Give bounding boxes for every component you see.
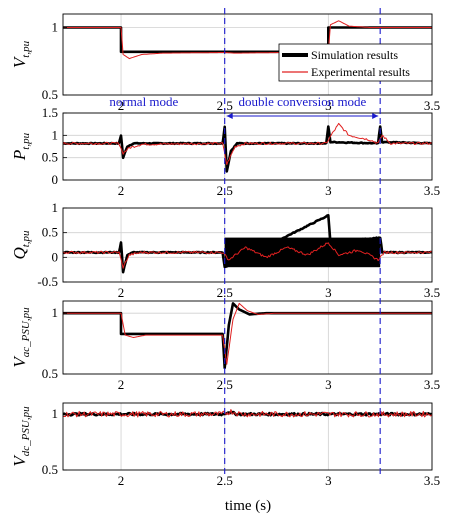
x-tick-label: 2 <box>118 183 125 198</box>
x-tick-label: 3.5 <box>424 377 440 392</box>
y-tick-label: 0 <box>52 172 59 187</box>
x-tick-label: 3 <box>325 98 332 113</box>
arrow-head-left <box>226 113 233 119</box>
y-tick-label: 1.5 <box>42 105 58 120</box>
panel-frame <box>62 112 433 181</box>
y-axis-label: Vac_PSU,pu <box>10 307 32 368</box>
y-tick-label: -0.5 <box>37 274 58 289</box>
panel-qt-pu: 10.50-0.52 2.5 3 3.5Qt,pu <box>10 200 440 300</box>
x-tick-label: 3.5 <box>424 183 440 198</box>
series-line-simulation <box>63 125 432 173</box>
y-axis-label-subscript: t,pu <box>20 132 32 149</box>
series-line-experimental <box>63 302 432 365</box>
y-axis-label-subscript: t,pu <box>20 40 32 57</box>
x-tick-label: 3.5 <box>424 473 440 488</box>
y-tick-label: 1 <box>52 20 59 35</box>
y-axis-label: Pt,pu <box>10 132 32 161</box>
panel-pt-pu: 1.510.502 2.5 3 3.5Pt,pu <box>10 105 440 198</box>
series-line-simulation <box>63 410 432 417</box>
y-axis-label-main: P <box>10 150 29 161</box>
x-tick-label: 2 <box>118 285 125 300</box>
y-axis-label-main: V <box>10 355 29 368</box>
y-axis-label-subscript: ac_PSU,pu <box>20 307 32 357</box>
x-tick-label: 3 <box>325 183 332 198</box>
panel-vdc-psu-pu: 1 0.5 2 2.5 3 3.5 Vdc_PSU,pu <box>10 402 440 488</box>
series-line-experimental <box>63 242 432 269</box>
panel-frame <box>62 207 433 283</box>
y-tick-label: 0.5 <box>42 150 58 165</box>
y-tick-label: 1 <box>52 200 59 215</box>
x-tick-label: 2.5 <box>217 377 233 392</box>
arrow-head-right <box>372 113 379 119</box>
panel-vac-psu-pu: 1 0.5 2 2.5 3 3.5 Vac_PSU,pu <box>10 300 440 392</box>
x-tick-label: 2.5 <box>217 473 233 488</box>
mode-annotation-label: double conversion mode <box>239 94 367 109</box>
series-line-experimental <box>63 409 432 418</box>
chart-panels: 1 0.5 2 2.5 3 3.5 Vt,pu 1.5 1 0.5 0 2 2.5 3 3.5 Pt,pu 1 0… <box>10 13 440 488</box>
legend-label-simulation: Simulation results <box>311 48 398 62</box>
mode-annotation-label: normal mode <box>109 94 178 109</box>
y-tick-label: 0.5 <box>42 225 58 240</box>
x-tick-label: 3 <box>325 377 332 392</box>
x-tick-label: 2 <box>118 98 125 113</box>
series-line-experimental <box>63 122 432 166</box>
y-axis-label: Vdc_PSU,pu <box>10 406 32 467</box>
x-tick-label: 3.5 <box>424 98 440 113</box>
x-tick-label: 3.5 <box>424 285 440 300</box>
panel-frame <box>62 402 433 471</box>
x-tick-label: 2 <box>118 473 125 488</box>
x-axis-label: time (s) <box>225 498 271 514</box>
panel-vt-pu: 1 0.5 2 2.5 3 3.5 Vt,pu <box>10 13 440 113</box>
y-tick-label: 0.5 <box>42 462 58 477</box>
y-axis-label-main: Q <box>10 247 29 259</box>
panel-frame <box>62 300 433 375</box>
series-line-experimental <box>63 20 432 60</box>
x-tick-label: 3 <box>325 285 332 300</box>
x-tick-label: 2 <box>118 377 125 392</box>
y-tick-label: 0 <box>52 249 59 264</box>
y-axis-label: Qt,pu <box>10 230 32 260</box>
x-tick-label: 3 <box>325 473 332 488</box>
series-line-simulation <box>63 214 432 274</box>
y-tick-label: 1 <box>52 305 59 320</box>
legend: Simulation results Experimental results <box>278 43 433 82</box>
legend-label-experimental: Experimental results <box>311 65 410 79</box>
y-axis-label-subscript: dc_PSU,pu <box>20 406 32 456</box>
series-band-simulation <box>224 237 381 268</box>
y-axis-label-subscript: t,pu <box>20 230 32 247</box>
y-axis-label-main: V <box>10 55 29 68</box>
y-axis-label-main: V <box>10 454 29 467</box>
y-axis-label: Vt,pu <box>10 40 32 68</box>
chart-overlay: normal mode double conversion mode <box>109 8 381 478</box>
y-tick-label: 0.5 <box>42 87 58 102</box>
y-tick-label: 1 <box>52 127 59 142</box>
x-tick-label: 2.5 <box>217 98 233 113</box>
y-tick-label: 0.5 <box>42 366 58 381</box>
y-tick-label: 1 <box>52 406 59 421</box>
legend-box <box>278 43 433 82</box>
